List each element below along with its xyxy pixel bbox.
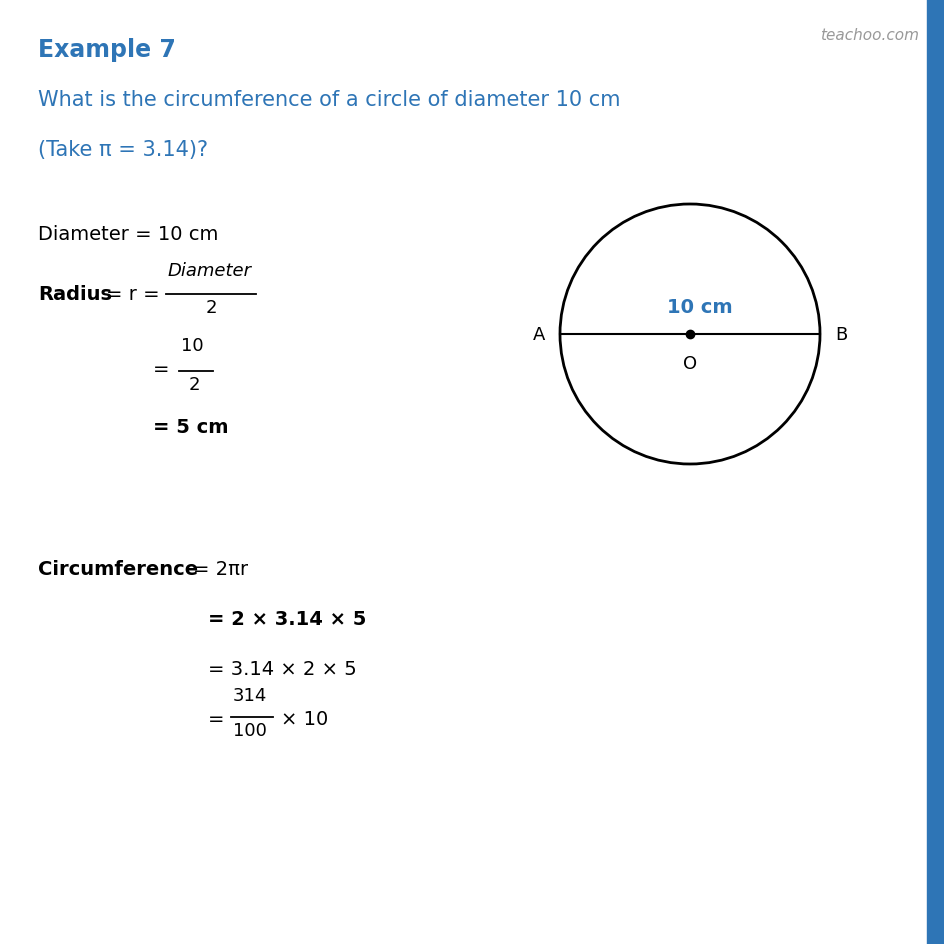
Text: 100: 100 — [233, 721, 266, 739]
Text: What is the circumference of a circle of diameter 10 cm: What is the circumference of a circle of… — [38, 90, 620, 110]
Bar — [926, 0, 944, 944]
Text: = 3.14 × 2 × 5: = 3.14 × 2 × 5 — [208, 659, 357, 679]
Text: = r =: = r = — [106, 285, 160, 304]
Text: 2: 2 — [206, 298, 217, 316]
Text: Diameter = 10 cm: Diameter = 10 cm — [38, 225, 218, 244]
Text: × 10: × 10 — [280, 709, 328, 728]
Text: = 5 cm: = 5 cm — [153, 417, 228, 436]
Text: teachoo.com: teachoo.com — [819, 28, 918, 43]
Text: (Take π = 3.14)?: (Take π = 3.14)? — [38, 140, 208, 160]
Text: 10: 10 — [181, 337, 203, 355]
Text: Circumference: Circumference — [38, 560, 198, 579]
Text: Radius: Radius — [38, 285, 112, 304]
Text: Diameter: Diameter — [168, 261, 252, 279]
Text: = 2 × 3.14 × 5: = 2 × 3.14 × 5 — [208, 610, 366, 629]
Text: =: = — [153, 360, 169, 379]
Text: 2: 2 — [189, 376, 200, 394]
Text: 10 cm: 10 cm — [666, 297, 732, 316]
Text: = 2πr: = 2πr — [193, 560, 248, 579]
Text: =: = — [208, 709, 225, 728]
Text: Example 7: Example 7 — [38, 38, 176, 62]
Text: 314: 314 — [233, 686, 267, 704]
Text: A: A — [532, 326, 545, 344]
Text: O: O — [683, 355, 697, 373]
Text: B: B — [834, 326, 847, 344]
